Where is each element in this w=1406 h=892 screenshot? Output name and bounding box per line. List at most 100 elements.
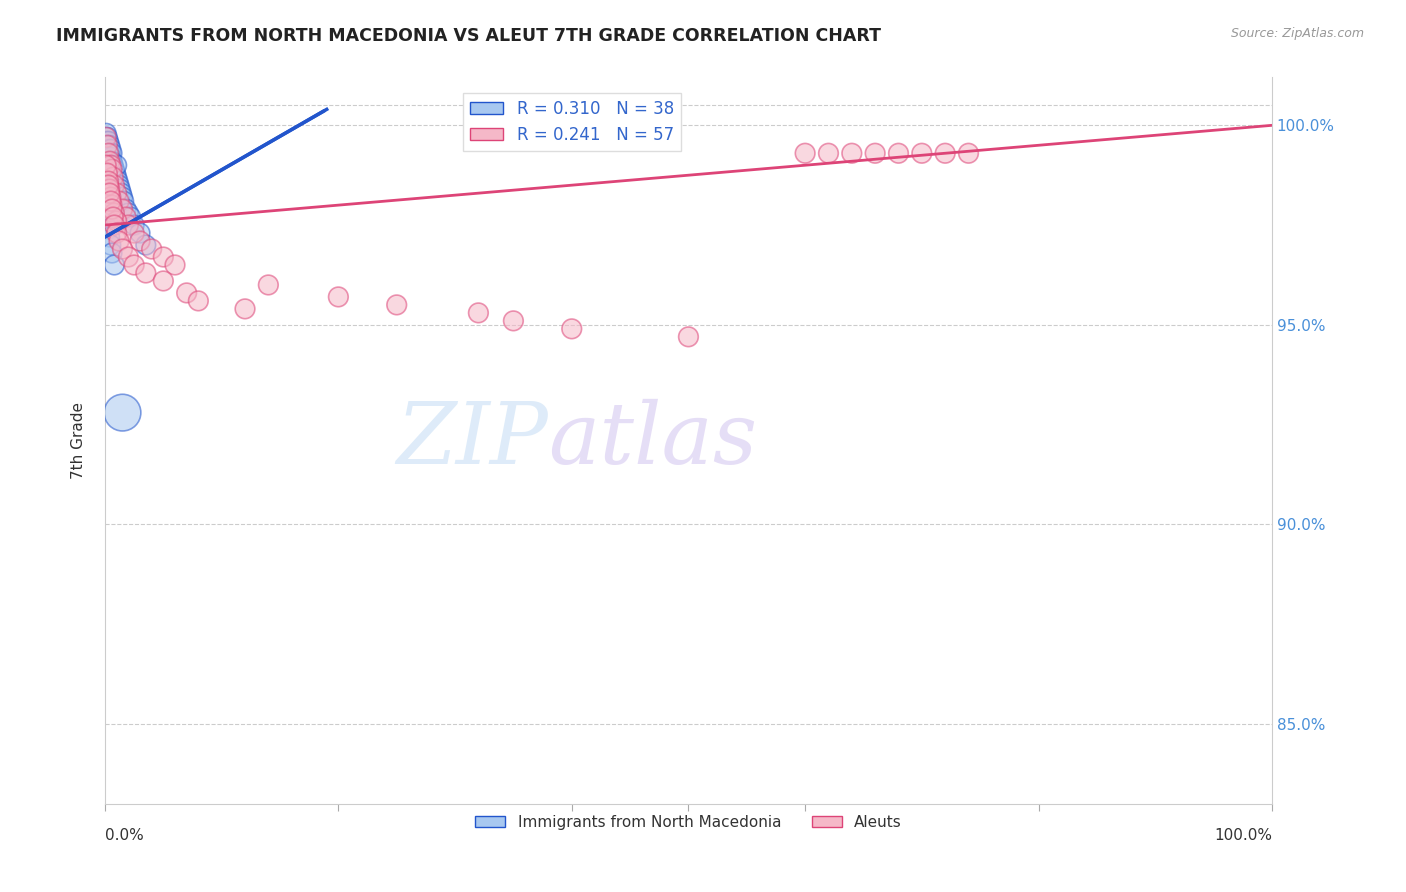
Point [101, 170, 124, 185]
Point [101, 246, 124, 260]
Point [97, 222, 120, 236]
Point [120, 210, 142, 224]
Point [98, 230, 121, 244]
Point [98, 146, 121, 161]
Point [104, 166, 127, 180]
Point [122, 226, 145, 240]
Point [108, 182, 131, 196]
Point [101, 158, 124, 172]
Point [152, 250, 174, 264]
Text: ZIP: ZIP [396, 400, 548, 482]
Point [96, 206, 118, 220]
Point [105, 186, 128, 201]
Point [98, 186, 121, 201]
Point [96, 138, 118, 153]
Point [96, 130, 118, 145]
Text: 0.0%: 0.0% [105, 828, 143, 843]
Point [934, 146, 956, 161]
Point [117, 206, 139, 220]
Point [957, 146, 980, 161]
Point [96, 130, 118, 145]
Point [100, 142, 122, 156]
Point [257, 277, 280, 292]
Point [96, 126, 118, 140]
Text: IMMIGRANTS FROM NORTH MACEDONIA VS ALEUT 7TH GRADE CORRELATION CHART: IMMIGRANTS FROM NORTH MACEDONIA VS ALEUT… [56, 27, 882, 45]
Point [135, 238, 157, 252]
Point [103, 218, 125, 232]
Point [115, 210, 138, 224]
Point [111, 190, 134, 204]
Point [96, 138, 118, 153]
Point [96, 166, 118, 180]
Point [100, 238, 122, 252]
Point [97, 214, 120, 228]
Point [110, 186, 132, 201]
Point [101, 202, 124, 216]
Text: atlas: atlas [548, 400, 758, 482]
Point [887, 146, 910, 161]
Point [678, 330, 700, 344]
Point [103, 178, 125, 193]
Point [97, 178, 120, 193]
Point [233, 301, 256, 316]
Point [105, 226, 128, 240]
Point [105, 214, 128, 228]
Point [101, 198, 124, 212]
Y-axis label: 7th Grade: 7th Grade [72, 402, 86, 479]
Point [794, 146, 817, 161]
Point [122, 218, 145, 232]
Legend: Immigrants from North Macedonia, Aleuts: Immigrants from North Macedonia, Aleuts [468, 809, 908, 836]
Point [111, 202, 134, 216]
Point [97, 174, 120, 188]
Point [152, 274, 174, 288]
Point [115, 202, 138, 216]
Point [100, 194, 122, 208]
Point [97, 134, 120, 148]
Point [385, 298, 408, 312]
Point [911, 146, 934, 161]
Point [117, 250, 139, 264]
Point [176, 285, 198, 300]
Point [101, 210, 124, 224]
Point [502, 314, 524, 328]
Point [111, 242, 134, 256]
Point [101, 162, 124, 177]
Point [163, 258, 186, 272]
Point [108, 194, 131, 208]
Point [103, 162, 125, 177]
Point [98, 182, 121, 196]
Point [561, 322, 583, 336]
Text: 100.0%: 100.0% [1213, 828, 1272, 843]
Point [107, 174, 129, 188]
Point [841, 146, 863, 161]
Point [98, 154, 121, 169]
Point [100, 158, 122, 172]
Point [103, 258, 125, 272]
Point [863, 146, 886, 161]
Point [112, 194, 135, 208]
Point [101, 154, 124, 169]
Point [467, 306, 489, 320]
Point [108, 178, 131, 193]
Point [105, 170, 128, 185]
Point [141, 242, 163, 256]
Point [328, 290, 350, 304]
Point [129, 226, 152, 240]
Point [817, 146, 839, 161]
Point [101, 146, 124, 161]
Point [129, 234, 152, 248]
Point [117, 218, 139, 232]
Point [111, 406, 134, 420]
Point [97, 146, 120, 161]
Point [187, 293, 209, 308]
Point [122, 258, 145, 272]
Point [96, 158, 118, 172]
Point [98, 138, 121, 153]
Point [97, 142, 120, 156]
Point [135, 266, 157, 280]
Point [100, 190, 122, 204]
Text: Source: ZipAtlas.com: Source: ZipAtlas.com [1230, 27, 1364, 40]
Point [100, 150, 122, 164]
Point [103, 206, 125, 220]
Point [96, 134, 118, 148]
